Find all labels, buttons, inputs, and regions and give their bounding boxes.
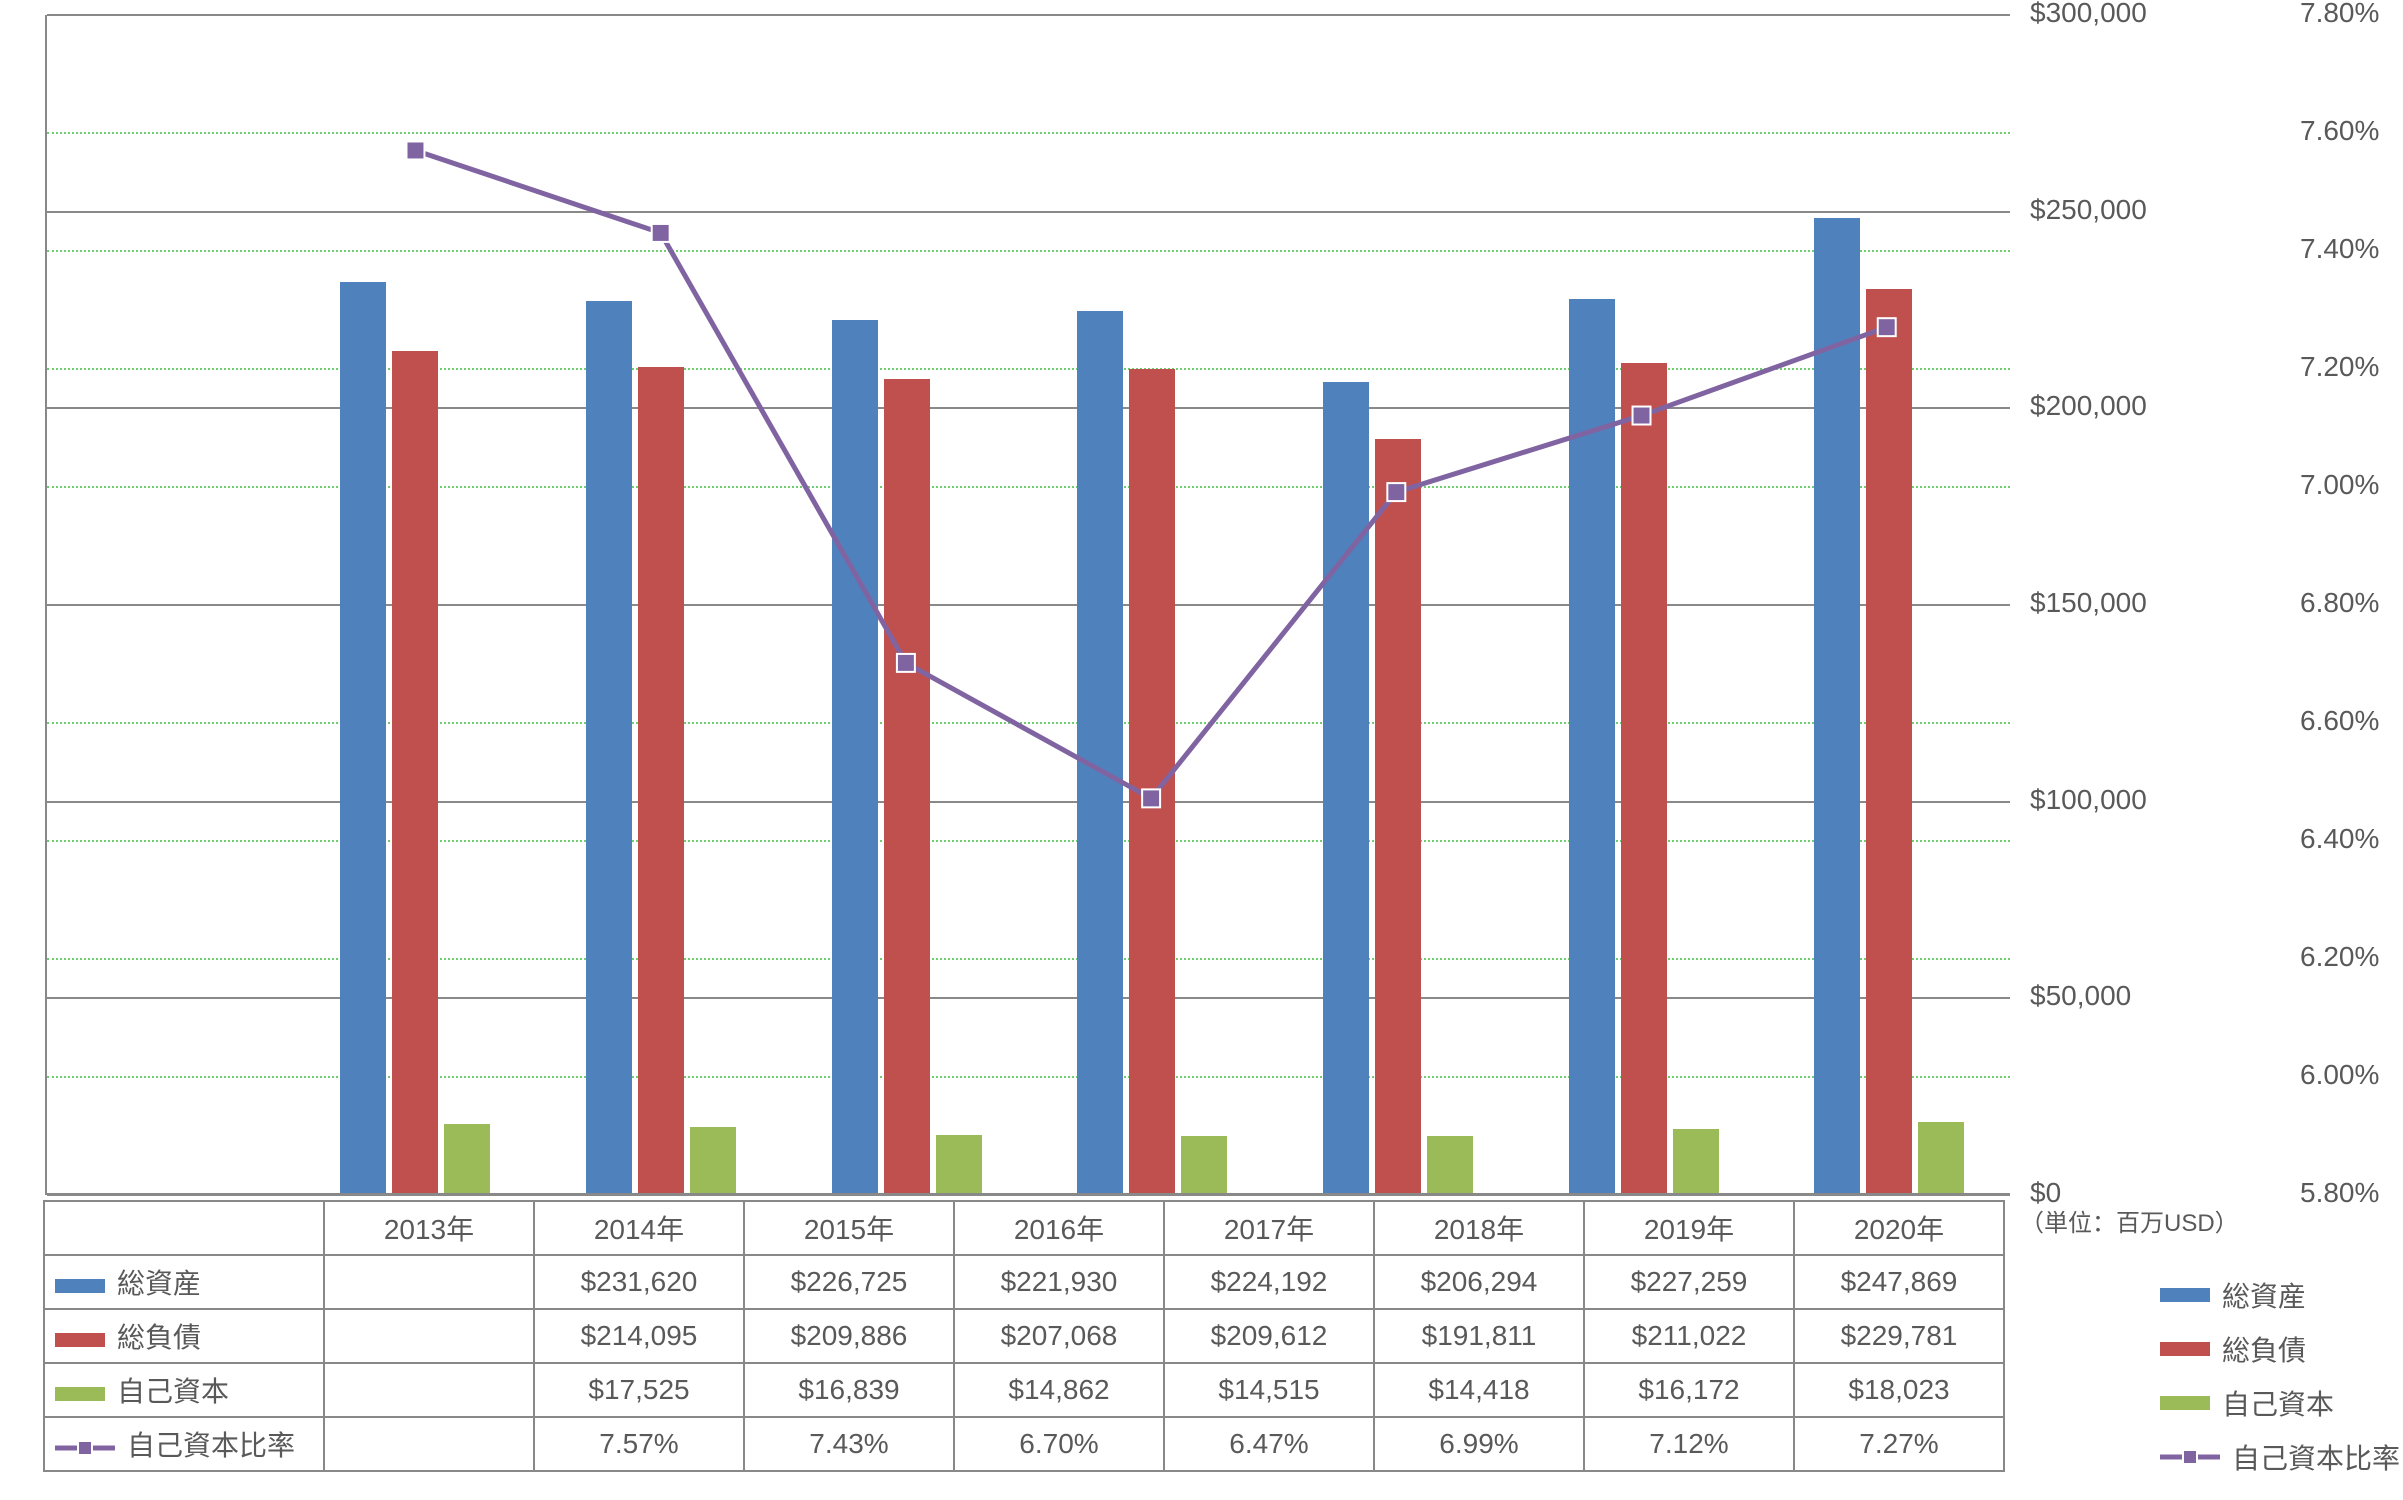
data-cell: $206,294 bbox=[1374, 1255, 1584, 1309]
y1-tick-label: $150,000 bbox=[2030, 587, 2147, 619]
category-header: 2016年 bbox=[954, 1201, 1164, 1255]
line-series bbox=[47, 15, 2010, 1193]
y2-tick-label: 7.40% bbox=[2300, 233, 2379, 265]
data-cell: 6.99% bbox=[1374, 1417, 1584, 1471]
data-cell: $224,192 bbox=[1164, 1255, 1374, 1309]
data-cell: $209,886 bbox=[744, 1309, 954, 1363]
data-cell: $14,515 bbox=[1164, 1363, 1374, 1417]
data-cell: $16,839 bbox=[744, 1363, 954, 1417]
y2-tick-label: 7.20% bbox=[2300, 351, 2379, 383]
series-header: 総負債 bbox=[44, 1309, 324, 1363]
y2-tick-label: 7.60% bbox=[2300, 115, 2379, 147]
legend-item: 総資産 bbox=[2160, 1275, 2400, 1315]
y2-tick-label: 6.00% bbox=[2300, 1059, 2379, 1091]
data-cell: 6.47% bbox=[1164, 1417, 1374, 1471]
data-cell bbox=[324, 1417, 534, 1471]
legend-item: 自己資本比率 bbox=[2160, 1437, 2400, 1477]
category-header: 2017年 bbox=[1164, 1201, 1374, 1255]
y2-tick-label: 6.60% bbox=[2300, 705, 2379, 737]
data-cell: $14,418 bbox=[1374, 1363, 1584, 1417]
series-header: 自己資本 bbox=[44, 1363, 324, 1417]
y2-tick-label: 7.00% bbox=[2300, 469, 2379, 501]
data-cell: $229,781 bbox=[1794, 1309, 2004, 1363]
data-cell: 7.12% bbox=[1584, 1417, 1794, 1471]
data-cell: 6.70% bbox=[954, 1417, 1164, 1471]
data-cell: $17,525 bbox=[534, 1363, 744, 1417]
y1-tick-label: $100,000 bbox=[2030, 784, 2147, 816]
data-cell: $191,811 bbox=[1374, 1309, 1584, 1363]
data-cell bbox=[324, 1255, 534, 1309]
series-header: 総資産 bbox=[44, 1255, 324, 1309]
series-header: 自己資本比率 bbox=[44, 1417, 324, 1471]
data-cell bbox=[324, 1309, 534, 1363]
y1-tick-label: $300,000 bbox=[2030, 0, 2147, 29]
data-cell: $211,022 bbox=[1584, 1309, 1794, 1363]
data-cell: $226,725 bbox=[744, 1255, 954, 1309]
category-header: 2018年 bbox=[1374, 1201, 1584, 1255]
data-cell: $18,023 bbox=[1794, 1363, 2004, 1417]
category-header: 2014年 bbox=[534, 1201, 744, 1255]
data-cell: $14,862 bbox=[954, 1363, 1164, 1417]
y2-tick-label: 6.20% bbox=[2300, 941, 2379, 973]
y1-tick-label: $200,000 bbox=[2030, 390, 2147, 422]
category-header: 2019年 bbox=[1584, 1201, 1794, 1255]
data-cell: $221,930 bbox=[954, 1255, 1164, 1309]
data-cell: $209,612 bbox=[1164, 1309, 1374, 1363]
y2-tick-label: 6.80% bbox=[2300, 587, 2379, 619]
category-header: 2020年 bbox=[1794, 1201, 2004, 1255]
data-cell: $16,172 bbox=[1584, 1363, 1794, 1417]
data-cell bbox=[324, 1363, 534, 1417]
unit-label: （単位：百万USD） bbox=[2020, 1203, 2239, 1238]
financial-chart: $0$50,000$100,000$150,000$200,000$250,00… bbox=[0, 0, 2403, 1500]
data-cell: $231,620 bbox=[534, 1255, 744, 1309]
category-header: 2015年 bbox=[744, 1201, 954, 1255]
data-cell: $227,259 bbox=[1584, 1255, 1794, 1309]
y2-tick-label: 7.80% bbox=[2300, 0, 2379, 29]
data-cell: $207,068 bbox=[954, 1309, 1164, 1363]
y1-tick-label: $50,000 bbox=[2030, 980, 2131, 1012]
plot-area bbox=[45, 15, 2010, 1195]
category-header: 2013年 bbox=[324, 1201, 534, 1255]
y1-tick-label: $250,000 bbox=[2030, 194, 2147, 226]
data-cell: 7.27% bbox=[1794, 1417, 2004, 1471]
data-cell: $247,869 bbox=[1794, 1255, 2004, 1309]
data-cell: $214,095 bbox=[534, 1309, 744, 1363]
legend: 総資産総負債自己資本自己資本比率 bbox=[2160, 1275, 2400, 1491]
legend-item: 総負債 bbox=[2160, 1329, 2400, 1369]
y2-tick-label: 6.40% bbox=[2300, 823, 2379, 855]
y2-tick-label: 5.80% bbox=[2300, 1177, 2379, 1209]
legend-item: 自己資本 bbox=[2160, 1383, 2400, 1423]
data-cell: 7.57% bbox=[534, 1417, 744, 1471]
data-table: 2013年2014年2015年2016年2017年2018年2019年2020年… bbox=[43, 1200, 2005, 1472]
data-cell: 7.43% bbox=[744, 1417, 954, 1471]
